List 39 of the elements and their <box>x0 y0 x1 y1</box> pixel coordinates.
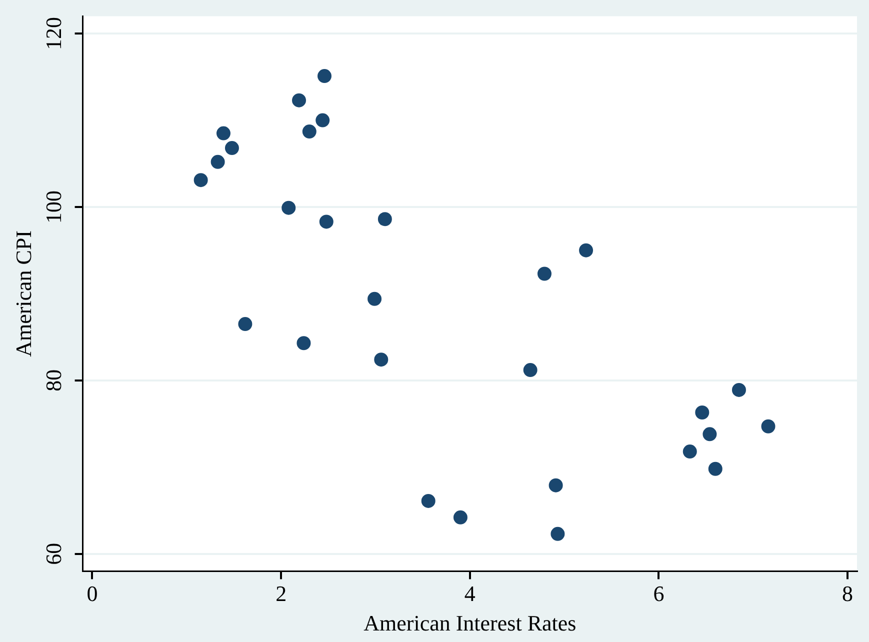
point <box>732 382 746 397</box>
point <box>238 317 252 332</box>
x-tick-label: 0 <box>86 581 98 606</box>
point <box>579 243 594 258</box>
point <box>453 510 468 524</box>
point <box>537 266 552 281</box>
y-tick-label: 120 <box>41 17 66 50</box>
y-tick-label: 80 <box>41 369 66 392</box>
point <box>550 526 565 541</box>
point <box>302 124 316 139</box>
point <box>548 478 563 492</box>
y-tick-label: 60 <box>41 542 66 565</box>
y-tick-label: 100 <box>41 190 66 224</box>
point <box>194 173 208 188</box>
point <box>695 406 710 420</box>
x-tick-label: 4 <box>464 581 476 606</box>
point <box>296 336 311 350</box>
y-axis-title: American CPI <box>10 230 36 357</box>
x-tick-label: 6 <box>653 581 664 606</box>
point <box>523 363 538 378</box>
point <box>708 462 722 476</box>
point <box>224 141 239 156</box>
point <box>216 126 230 140</box>
point <box>682 444 697 459</box>
point <box>421 494 436 508</box>
point <box>374 352 388 367</box>
point <box>702 427 717 442</box>
point <box>319 214 334 229</box>
x-axis-title: American Interest Rates <box>364 610 576 636</box>
point <box>282 200 296 215</box>
point <box>378 212 392 226</box>
x-tick-label: 2 <box>276 581 287 606</box>
point <box>316 113 330 128</box>
point <box>318 69 332 84</box>
point <box>292 93 306 108</box>
point <box>210 154 225 169</box>
point <box>368 292 382 306</box>
point <box>761 419 776 434</box>
x-tick-label: 8 <box>842 581 854 606</box>
